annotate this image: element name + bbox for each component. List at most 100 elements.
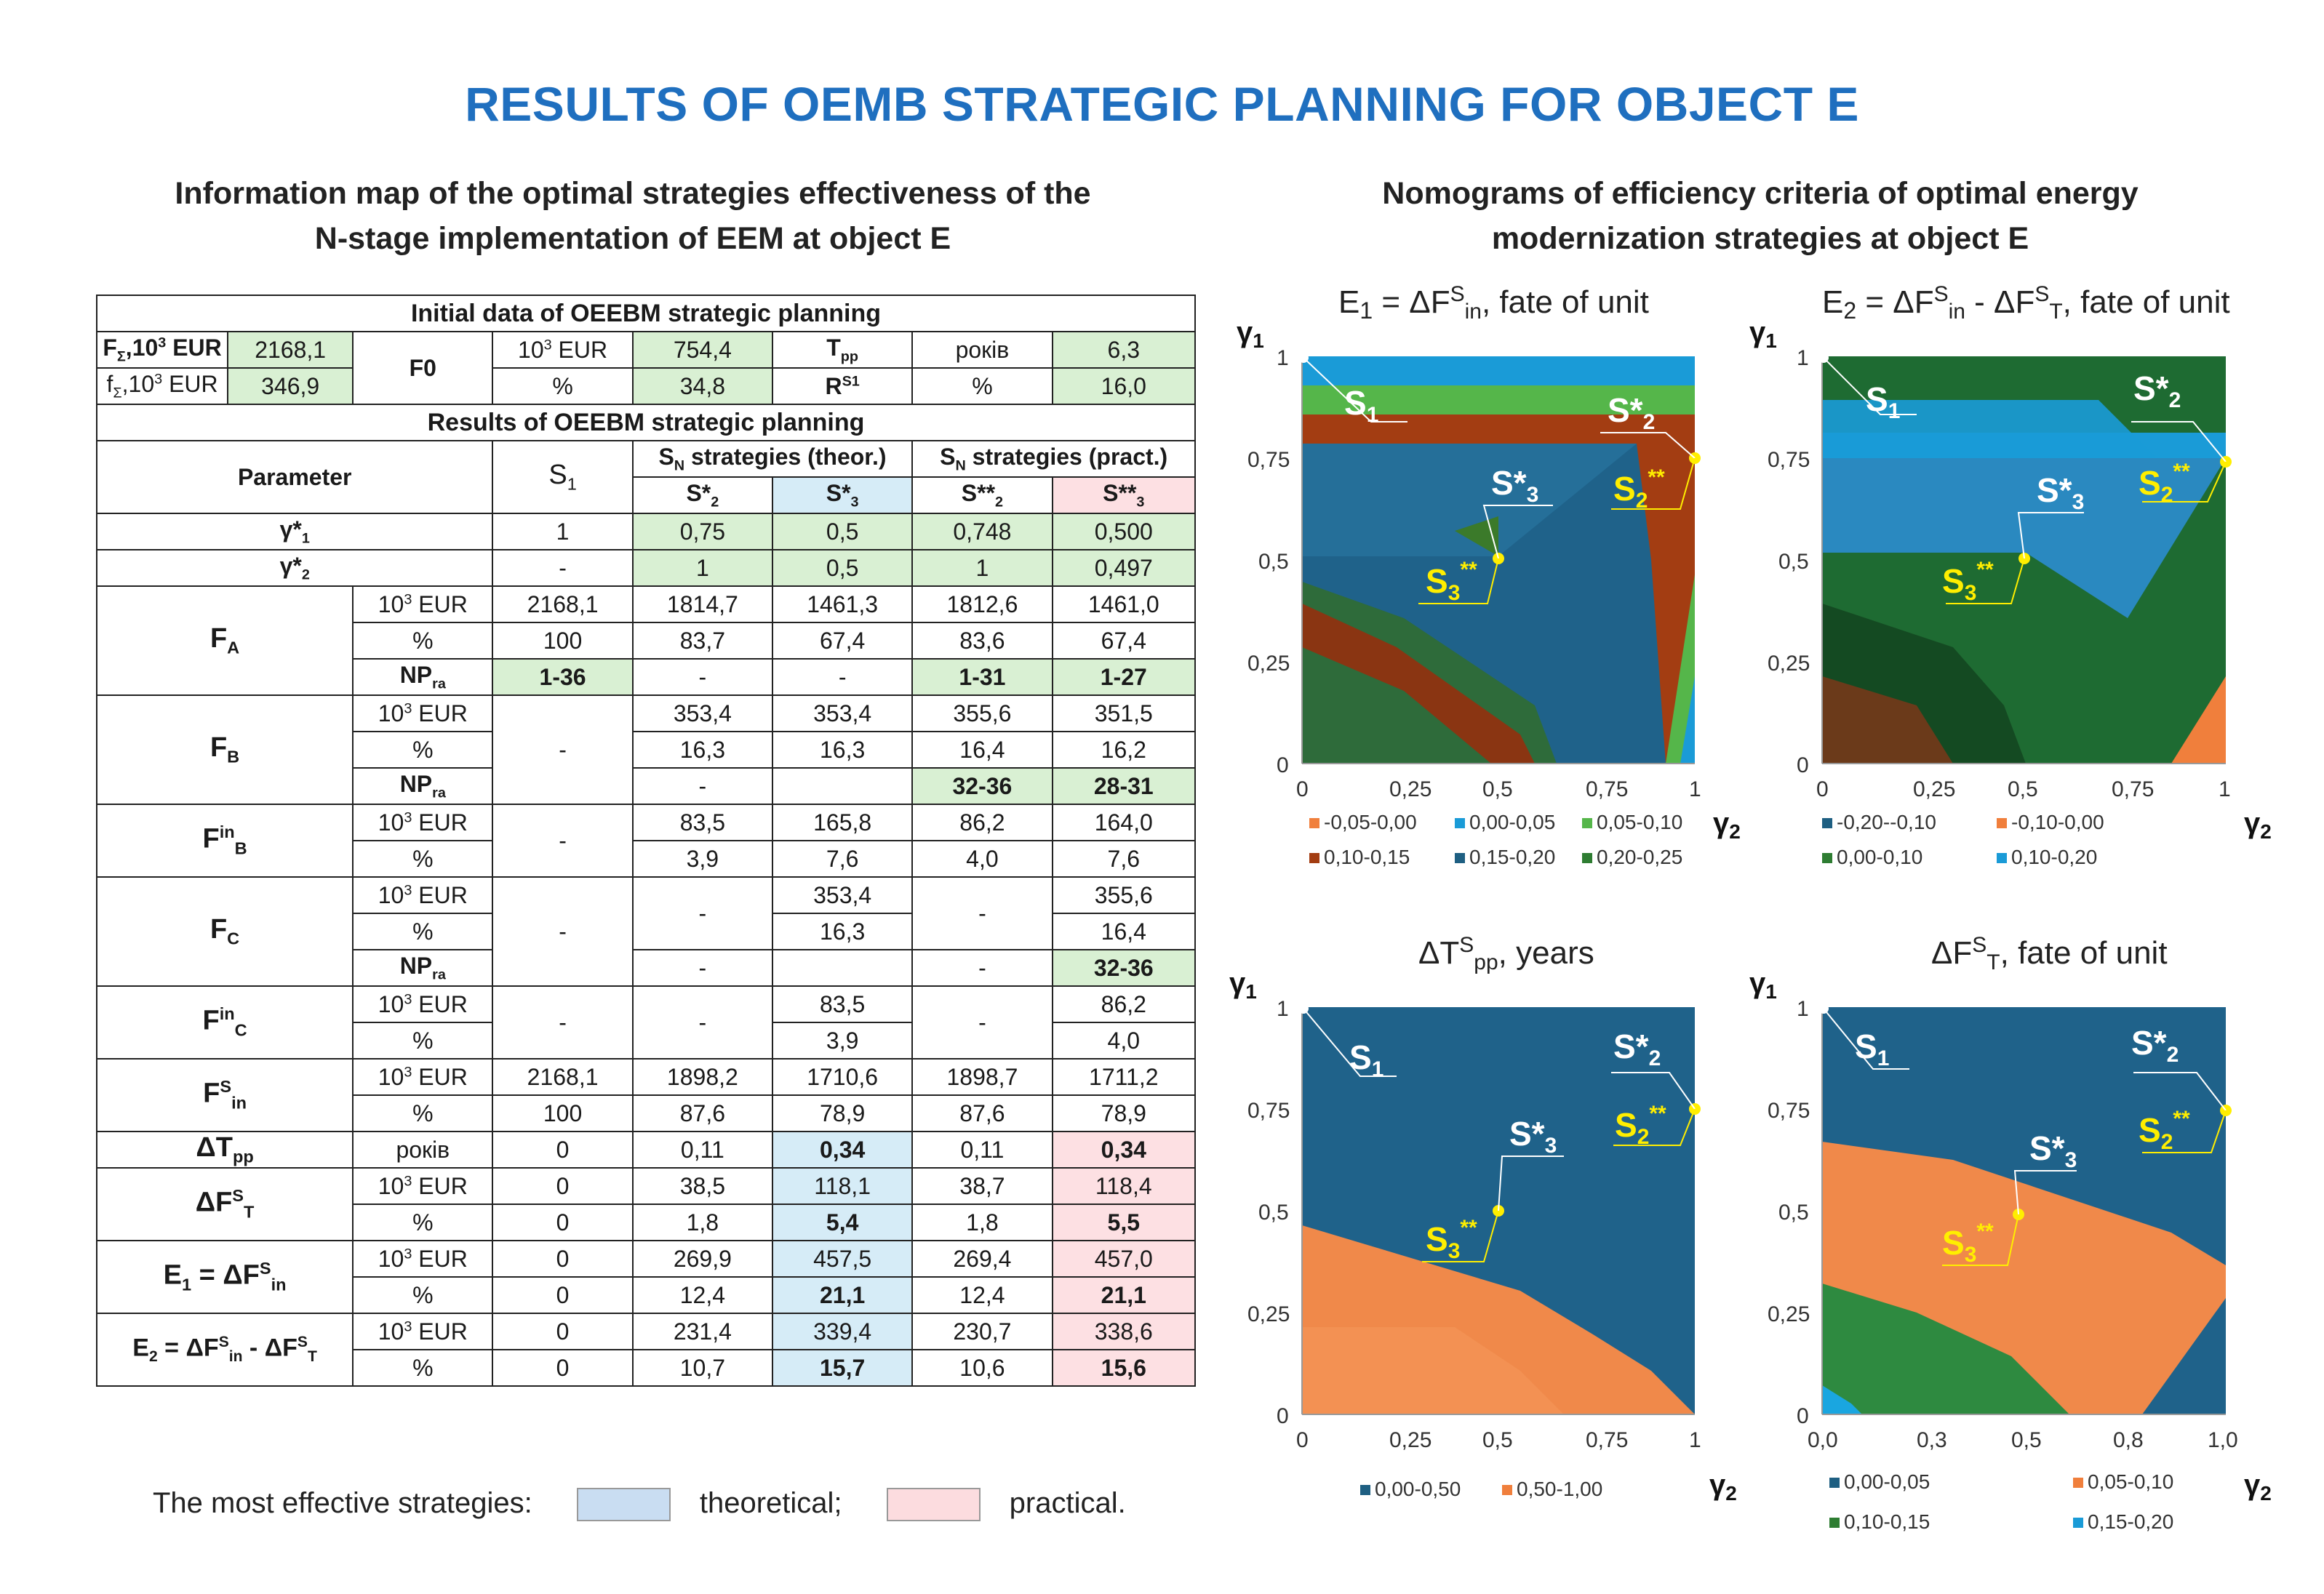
table-cell: 0,5 (771, 513, 914, 550)
table-row: Results of OEEBM strategic planning (96, 404, 1196, 441)
table-cell: 83,7 (631, 622, 774, 660)
unit-pct: % (352, 1203, 494, 1241)
table-cell: 269,4 (911, 1240, 1053, 1278)
y-tick: 0,5 (1778, 550, 1809, 574)
unit-pct: % (352, 1349, 494, 1387)
unit-pct: % (352, 731, 494, 769)
leader-s3 (1498, 1156, 1564, 1211)
legend-item: 0,00-0,10 (1837, 846, 1922, 868)
x-ticks: 0,0 0,3 0,5 0,8 1,0 (1808, 1428, 2238, 1452)
y-tick: 0,5 (1778, 1201, 1809, 1225)
y-tick: 1 (1797, 346, 1809, 370)
x-tick: 0,5 (2008, 777, 2038, 801)
fs-in-label: FSin (95, 1058, 354, 1132)
y-tick: 0,25 (1768, 1302, 1810, 1326)
delta-fst-label: ΔFST (95, 1167, 354, 1241)
table-cell: 5,5 (1051, 1203, 1197, 1241)
legend-swatch-practical (886, 1488, 981, 1522)
nomogram-heading-line-1: Nomograms of efficiency criteria of opti… (1382, 176, 2139, 211)
leader-s2-double (2142, 461, 2227, 502)
table-cell: 353,4 (771, 876, 914, 914)
table-cell: 0,34 (1051, 1131, 1197, 1169)
table-cell: 21,1 (1051, 1276, 1197, 1314)
x-tick: 0,75 (1586, 777, 1628, 801)
x-tick: 1 (1689, 777, 1701, 801)
table-cell: 457,5 (771, 1240, 914, 1278)
legend-item: 0,10-0,20 (2011, 846, 2097, 868)
y-tick: 1 (1277, 997, 1289, 1021)
table-row: FinC 103 EUR - - 83,5 - 86,2 (95, 985, 1197, 1060)
table-row: FA 103 EUR 2168,1 1814,7 1461,3 1812,6 1… (95, 585, 1197, 696)
f-sum-label: FΣ,103 EUR (95, 331, 229, 369)
rs1-label: RS1 (771, 367, 914, 405)
legend-swatch (1829, 1518, 1840, 1528)
x-ticks: 0 0,25 0,5 0,75 1 (1296, 777, 1701, 801)
legend-item: 0,10-0,15 (1844, 1510, 1930, 1533)
leader-s3-double (1418, 558, 1499, 604)
s2-theor-header: S*2 (631, 476, 774, 514)
table-heading-line-2: N-stage implementation of EEM at object … (314, 221, 951, 256)
table-cell: 16,4 (911, 731, 1053, 769)
y-tick: 0 (1797, 1404, 1809, 1428)
fb-in-label: FinB (95, 804, 354, 878)
label-s2-star: S*2 (2131, 1024, 2179, 1067)
f-sum-value: 2168,1 (227, 331, 354, 369)
table-row: % 0 10,7 15,7 10,6 15,6 (97, 1349, 1197, 1387)
sn-pract-header: SN strategies (pract.) (911, 440, 1196, 478)
f0-pct-value: 34,8 (631, 367, 774, 405)
table-cell: 5,4 (771, 1203, 914, 1241)
region-015-020 (1822, 1385, 1862, 1414)
tpp-label: Tpp (771, 331, 914, 369)
table-cell: 83,5 (771, 985, 914, 1023)
e2-label: E2 = ΔFSin - ΔFST (95, 1313, 354, 1387)
table-cell: 339,4 (771, 1313, 914, 1350)
legend-swatch (1309, 818, 1319, 828)
table-cell: 67,4 (771, 622, 914, 660)
f0-unit-pct: % (492, 367, 634, 405)
table-cell: - (492, 549, 634, 587)
f-small-label: fΣ,103 EUR (95, 367, 229, 405)
unit-eur: 103 EUR (352, 1240, 494, 1278)
leader-s1 (1303, 1008, 1397, 1077)
table-cell: 21,1 (771, 1276, 914, 1314)
legend-swatch (1822, 818, 1832, 828)
legend-swatch (1455, 853, 1465, 863)
table-cell: 0,34 (771, 1131, 914, 1169)
table-heading-line-1: Information map of the optimal strategie… (175, 176, 1091, 211)
table-cell: 353,4 (631, 694, 774, 732)
fa-label: FA (95, 585, 354, 696)
table-cell: 10,7 (631, 1349, 774, 1387)
table-cell: - (771, 658, 914, 696)
table-cell: 1-31 (911, 658, 1053, 696)
x-tick: 0,75 (2112, 777, 2154, 801)
y-tick: 0,5 (1258, 550, 1289, 574)
unit-pct: % (352, 840, 494, 878)
fc-in-label: FinC (95, 985, 354, 1060)
table-heading: Information map of the optimal strategie… (109, 171, 1157, 261)
region-010-015-band (1302, 604, 1535, 764)
legend-item: 0,00-0,50 (1375, 1478, 1461, 1500)
table-cell: 1-36 (492, 658, 634, 696)
f0-unit-eur: 103 EUR (492, 331, 634, 369)
chart-title: E2 = ΔFSin - ΔFST, fate of unit (1822, 282, 2230, 324)
legend-swatch (2073, 1478, 2083, 1488)
leader-s3-double (1422, 1210, 1499, 1262)
table-row: % 0 12,4 21,1 12,4 21,1 (97, 1276, 1197, 1314)
nomogram-delta-fst: ΔFST, fate of unit γ1 γ2 1 0,75 0,5 0,25… (1749, 933, 2272, 1533)
legend-label: The most effective strategies: (153, 1487, 532, 1519)
table-cell (771, 767, 914, 805)
region-000-005 (1302, 356, 1695, 385)
unit-eur: 103 EUR (352, 694, 494, 732)
table-cell: 100 (492, 622, 634, 660)
gamma1-label: γ*1 (95, 513, 494, 550)
table-cell: 32-36 (1051, 949, 1197, 987)
unit-pct: % (352, 1094, 494, 1132)
legend-item: -0,05-0,00 (1324, 811, 1417, 833)
y-tick: 0,25 (1247, 652, 1290, 676)
legend-swatch (1829, 1478, 1840, 1488)
table-cell: - (631, 767, 774, 805)
legend-swatch (1582, 818, 1592, 828)
table-cell: 0,497 (1051, 549, 1197, 587)
unit-pct: % (352, 622, 494, 660)
s3-pract-header: S**3 (1051, 476, 1197, 514)
